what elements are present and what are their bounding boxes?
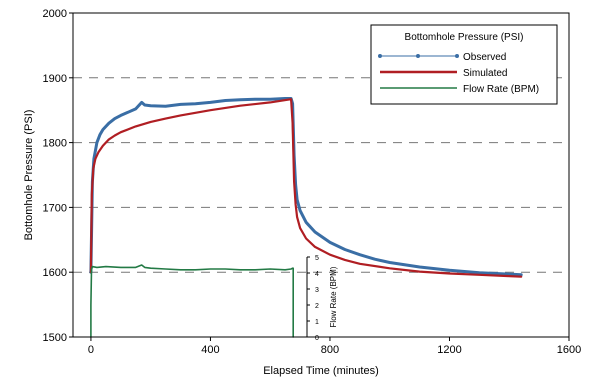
- y-tick-label: 1900: [43, 73, 67, 85]
- x-tick-label: 800: [321, 344, 339, 356]
- y2-tick-label: 4: [315, 271, 319, 278]
- x-tick-label: 400: [201, 344, 219, 356]
- legend-entries: Observed Simulated Flow Rate (BPM): [378, 52, 539, 95]
- legend-title: Bottomhole Pressure (PSI): [405, 32, 524, 43]
- y-tick-label: 2000: [43, 8, 67, 20]
- legend-entry-simulated-label: Simulated: [463, 68, 507, 79]
- y2-tick-label: 0: [315, 335, 319, 342]
- legend-marker: [455, 54, 459, 58]
- y2-tick-label: 2: [315, 303, 319, 310]
- y-tick-label: 1700: [43, 202, 67, 214]
- simulated-series: [89, 98, 523, 278]
- legend: Bottomhole Pressure (PSI) Observed Simula…: [370, 24, 558, 105]
- flow-rate-axis: 0 1 2 3 4 5: [306, 255, 319, 342]
- y-tick-label: 1500: [43, 332, 67, 344]
- x-tick-label: 0: [88, 344, 94, 356]
- tick-labels: 0 400 800 1200 1600 1500 1600 1700 1800 1900 2000: [43, 8, 582, 356]
- flow-rate-axis-label: Flow Rate (BPM): [329, 266, 338, 327]
- x-axis-label: Elapsed Time (minutes): [263, 365, 379, 377]
- legend-box: [370, 24, 558, 105]
- y-tick-label: 1600: [43, 267, 67, 279]
- y-axis-label: Bottomhole Pressure (PSI): [23, 110, 35, 241]
- legend-entry-observed-label: Observed: [463, 52, 506, 63]
- plot-frame: [72, 12, 570, 338]
- y-tick-label: 1800: [43, 138, 67, 150]
- y2-tick-label: 1: [315, 319, 319, 326]
- legend-marker: [416, 54, 420, 58]
- legend-marker: [378, 54, 382, 58]
- y2-tick-label: 3: [315, 287, 319, 294]
- x-tick-label: 1200: [437, 344, 461, 356]
- series-layer: [89, 97, 523, 338]
- grid-lines: [73, 77, 569, 273]
- x-tick-label: 1600: [557, 344, 581, 356]
- legend-entry-flow-rate-label: Flow Rate (BPM): [463, 84, 539, 95]
- flow-rate-series: [90, 264, 295, 338]
- y2-tick-label: 5: [315, 255, 319, 262]
- observed-series: [89, 97, 523, 277]
